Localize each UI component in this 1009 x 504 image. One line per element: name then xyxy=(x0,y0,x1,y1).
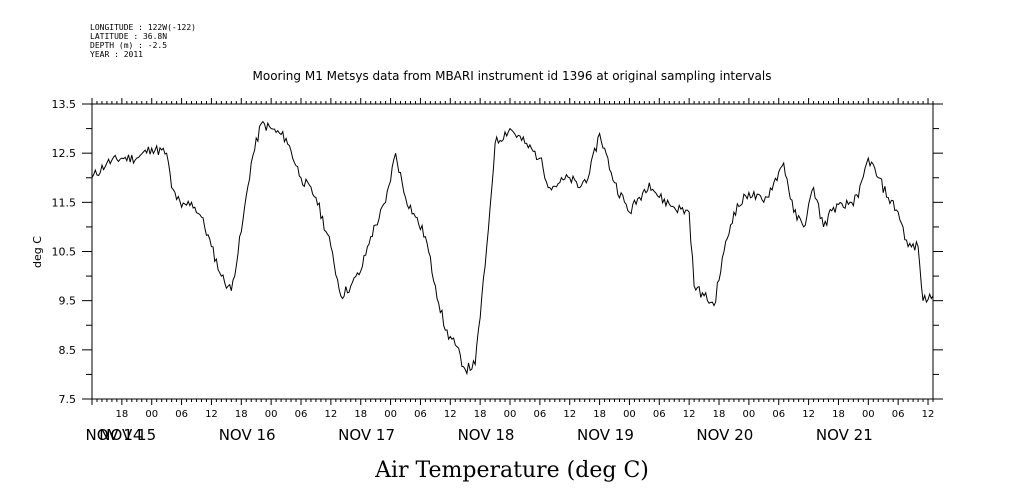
y-tick-label: 8.5 xyxy=(59,344,77,357)
x-hour-label: 06 xyxy=(175,409,188,420)
x-hour-label: 06 xyxy=(295,409,308,420)
x-hour-label: 00 xyxy=(743,409,756,420)
x-hour-label: 12 xyxy=(563,409,576,420)
x-day-label: NOV 16 xyxy=(219,426,276,444)
x-hour-label: 18 xyxy=(235,409,248,420)
y-tick-label: 10.5 xyxy=(52,246,77,259)
meta-depth: DEPTH (m) : -2.5 xyxy=(90,41,167,50)
x-hour-label: 12 xyxy=(205,409,218,420)
x-hour-label: 18 xyxy=(832,409,845,420)
x-hour-label: 12 xyxy=(324,409,337,420)
meta-longitude: LONGITUDE : 122W(-122) xyxy=(90,23,196,32)
x-axis-label: Air Temperature (deg C) xyxy=(374,458,649,483)
plot-frame xyxy=(91,103,934,400)
metadata-block: LONGITUDE : 122W(-122) LATITUDE : 36.8N … xyxy=(90,23,196,59)
x-day-label: NOV 21 xyxy=(816,426,873,444)
x-hour-label: 00 xyxy=(862,409,875,420)
x-hour-label: 06 xyxy=(772,409,785,420)
x-hour-label: 12 xyxy=(444,409,457,420)
x-hour-label: 12 xyxy=(922,409,935,420)
x-hour-label: 12 xyxy=(683,409,696,420)
x-hour-label: 06 xyxy=(534,409,547,420)
x-hour-label: 06 xyxy=(892,409,905,420)
y-axis-label: deg C xyxy=(31,236,44,268)
x-hour-label: 06 xyxy=(653,409,666,420)
x-day-label: NOV 19 xyxy=(577,426,634,444)
y-tick-label: 7.5 xyxy=(59,393,77,406)
x-day-label: NOV 17 xyxy=(338,426,395,444)
x-day-label: NOV 18 xyxy=(458,426,515,444)
x-hour-label: 18 xyxy=(354,409,367,420)
x-hour-label: 18 xyxy=(713,409,726,420)
x-hour-label: 12 xyxy=(802,409,815,420)
x-hour-label: 00 xyxy=(504,409,517,420)
x-day-label: NOV 15 xyxy=(99,426,156,444)
axis-tick-labels: 18 00 06 12 18 00 06 12 18 00 06 12 18 00 06 12 18 00 06 12… xyxy=(52,98,935,444)
axis-ticks xyxy=(82,98,943,405)
x-hour-label: 00 xyxy=(145,409,158,420)
y-tick-label: 13.5 xyxy=(52,98,77,111)
x-hour-label: 00 xyxy=(384,409,397,420)
y-tick-label: 12.5 xyxy=(52,147,77,160)
x-hour-label: 18 xyxy=(115,409,128,420)
x-hour-label: 18 xyxy=(593,409,606,420)
x-day-label: NOV 20 xyxy=(696,426,753,444)
y-tick-label: 11.5 xyxy=(52,196,77,209)
chart-title: Mooring M1 Metsys data from MBARI instru… xyxy=(253,69,772,83)
x-hour-label: 00 xyxy=(623,409,636,420)
y-tick-label: 9.5 xyxy=(59,295,77,308)
x-hour-label: 00 xyxy=(265,409,278,420)
meta-year: YEAR : 2011 xyxy=(90,50,143,59)
x-hour-label: 06 xyxy=(414,409,427,420)
air-temperature-series-line xyxy=(91,120,934,376)
meta-latitude: LATITUDE : 36.8N xyxy=(90,32,167,41)
x-hour-label: 18 xyxy=(474,409,487,420)
x-day-label: NOV 14 xyxy=(86,426,143,444)
